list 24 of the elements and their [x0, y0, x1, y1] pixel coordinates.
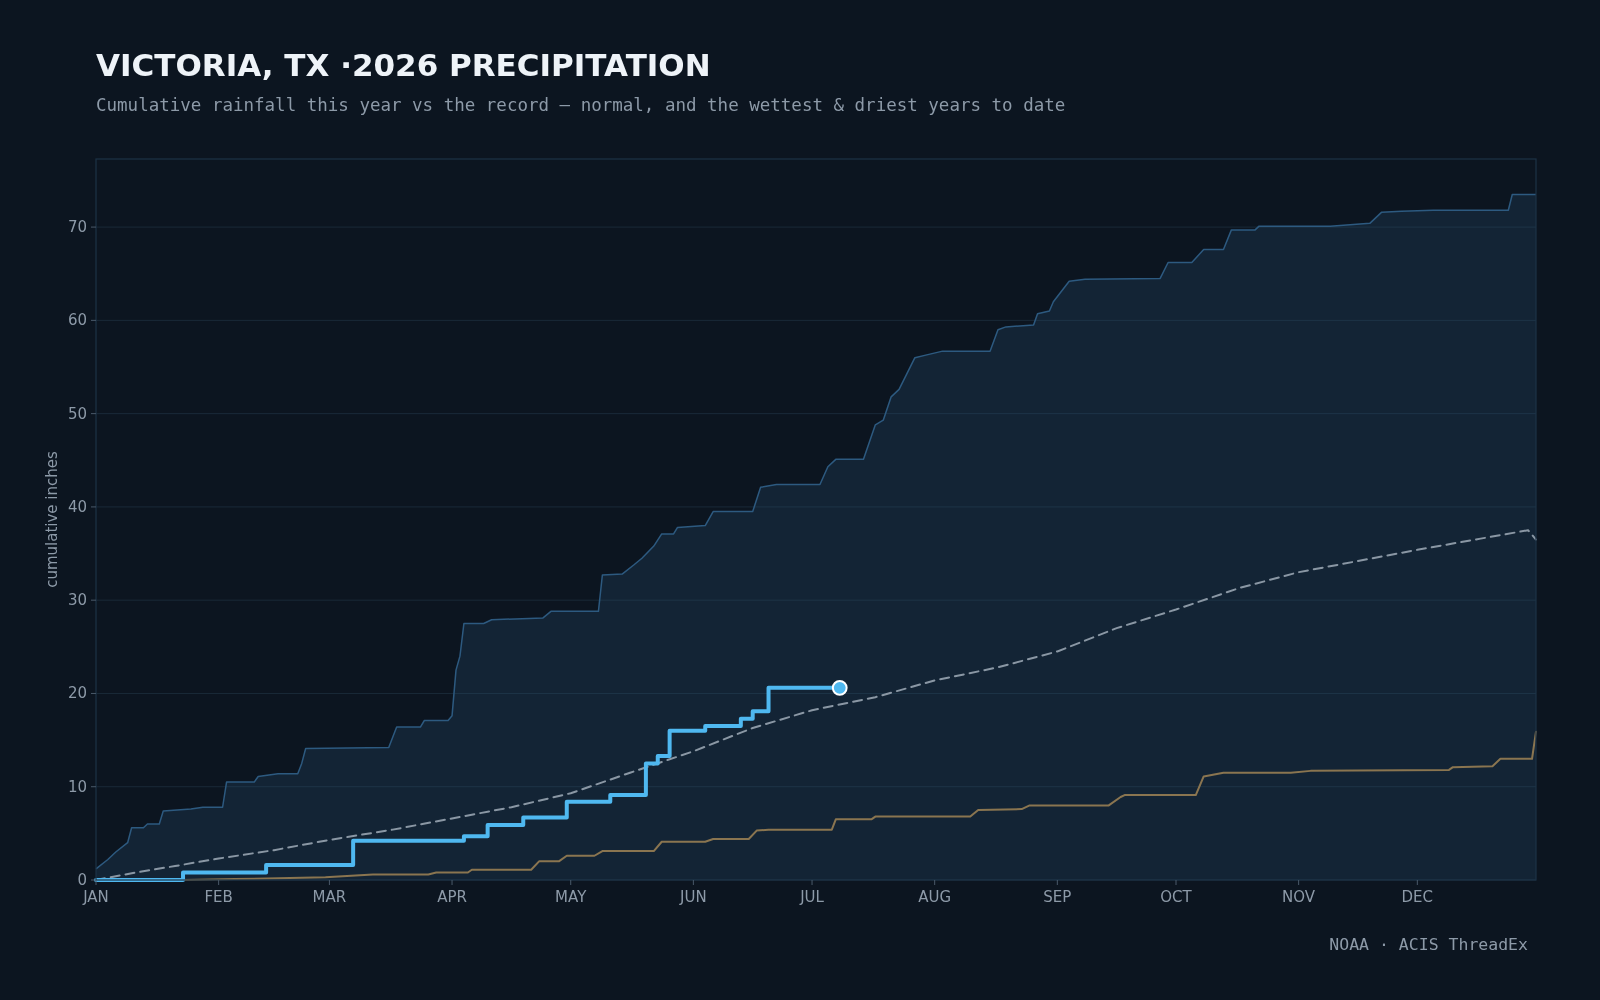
x-tick-label: MAR	[312, 888, 347, 906]
y-tick-label: 70	[67, 218, 87, 237]
chart-title: VICTORIA, TX ·2026 PRECIPITATION	[96, 47, 711, 83]
x-tick-label: JAN	[82, 888, 109, 906]
x-tick-label: JUN	[679, 888, 707, 906]
x-tick-label: MAY	[555, 888, 588, 906]
y-tick-label: 10	[67, 777, 87, 796]
x-tick-label: FEB	[204, 888, 233, 906]
y-tick-label: 50	[67, 404, 87, 423]
y-axis-title: cumulative inches	[43, 451, 61, 588]
x-tick-label: SEP	[1043, 888, 1072, 906]
x-tick-label: OCT	[1160, 888, 1193, 906]
x-tick-label: DEC	[1401, 888, 1434, 906]
x-tick-label: AUG	[918, 888, 952, 906]
text: NOAA · ACIS ThreadEx	[1329, 935, 1529, 954]
x-tick-label: JUL	[799, 888, 825, 906]
chart-subtitle: Cumulative rainfall this year vs the record — normal, and the wettest & driest years to date	[96, 95, 1066, 115]
y-tick-label: 30	[67, 591, 87, 610]
x-tick-label: APR	[437, 888, 467, 906]
x-tick-label: NOV	[1282, 888, 1316, 906]
y-tick-label: 60	[67, 311, 87, 330]
y-tick-label: 0	[77, 871, 87, 889]
y-tick-label: 20	[67, 684, 87, 703]
y-tick-label: 40	[67, 497, 87, 516]
